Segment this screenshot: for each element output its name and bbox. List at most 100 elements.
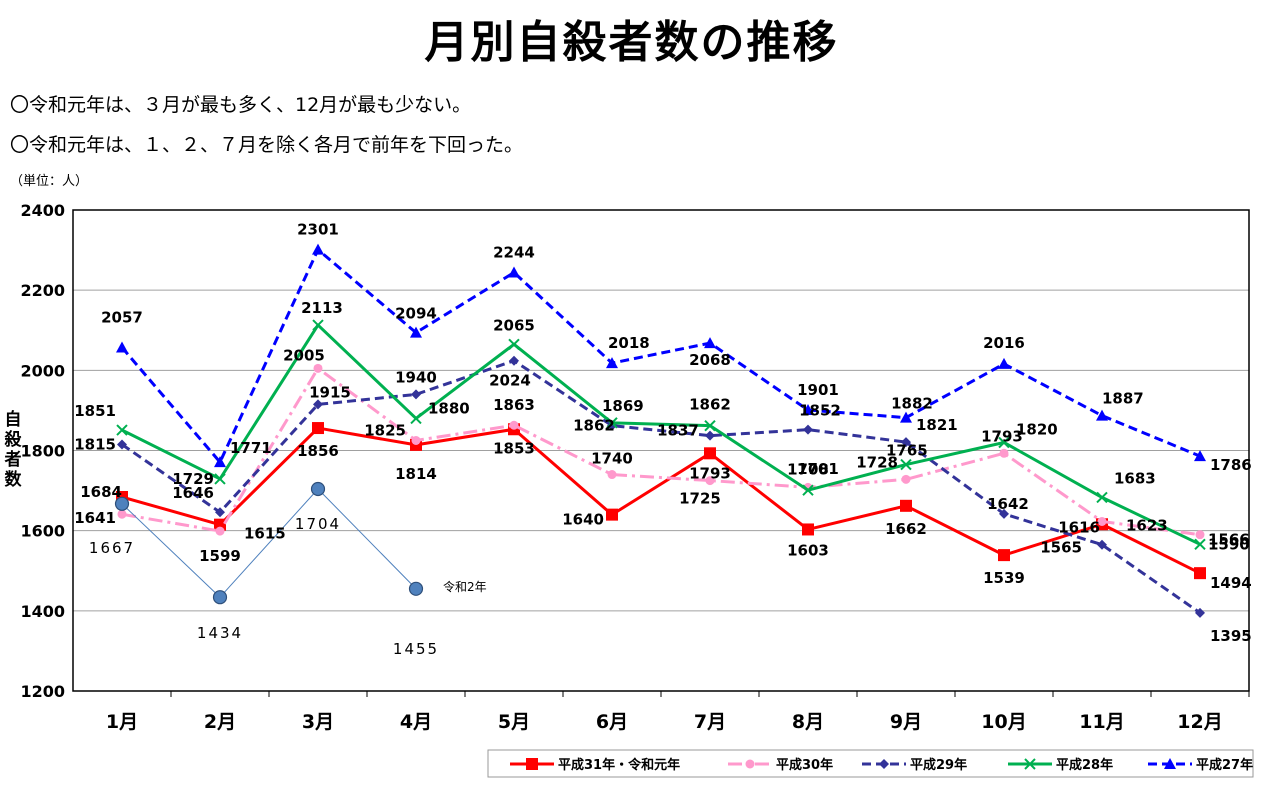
data-point (117, 509, 127, 519)
y-axis-label: 自殺者数 (4, 410, 22, 490)
data-label: 1434 (197, 624, 243, 642)
data-label: 2065 (493, 316, 535, 334)
data-point (117, 439, 127, 450)
data-label: 1539 (983, 569, 1025, 587)
series-inline-label: 令和2年 (443, 579, 487, 594)
y-tick-label: 1400 (20, 602, 65, 621)
data-label: 1862 (689, 396, 731, 414)
data-point (900, 499, 912, 512)
data-label: 1729 (172, 470, 214, 488)
data-point (509, 420, 519, 430)
data-label: 1793 (689, 464, 731, 482)
data-label: 1853 (493, 439, 535, 457)
data-point (998, 549, 1010, 562)
legend-label: 平成29年 (910, 757, 967, 773)
x-tick-label: 12月 (1177, 711, 1222, 733)
data-label: 2005 (283, 346, 325, 364)
x-tick-label: 4月 (400, 711, 432, 733)
data-label: 1623 (1126, 516, 1168, 534)
series-2 (117, 355, 1205, 618)
data-point (901, 437, 911, 448)
data-label: 1821 (916, 416, 958, 434)
data-label: 1590 (1208, 536, 1250, 554)
legend-label: 平成30年 (776, 757, 833, 773)
data-label: 1708 (787, 460, 829, 478)
data-point (310, 481, 326, 497)
data-point (509, 355, 519, 366)
x-tick-label: 5月 (498, 711, 530, 733)
data-point (745, 759, 755, 769)
data-point (606, 417, 618, 429)
y-tick-label: 2400 (20, 201, 65, 220)
data-label: 1740 (591, 450, 633, 468)
data-point (1024, 758, 1036, 770)
data-point (408, 581, 424, 596)
data-label: 1662 (885, 520, 927, 538)
series-4 (116, 243, 1206, 468)
data-label: 1852 (799, 402, 841, 420)
data-label: 1882 (891, 395, 933, 413)
x-tick-label: 8月 (792, 711, 824, 733)
legend: 平成31年・令和元年 平成30年 平成29年 平成28年 平成27年 (487, 749, 1254, 778)
data-label: 1641 (74, 509, 116, 527)
legend-label: 平成31年・令和元年 (558, 757, 680, 773)
data-label: 1825 (364, 421, 406, 439)
data-label: 1901 (797, 381, 839, 399)
data-label: 1701 (797, 460, 839, 478)
data-point (704, 447, 716, 460)
data-label: 1615 (244, 525, 286, 543)
data-point (607, 470, 617, 480)
data-label: 1814 (395, 465, 437, 483)
data-point (1194, 567, 1206, 580)
x-tick-label: 7月 (694, 711, 726, 733)
data-point (1194, 450, 1206, 462)
data-point (606, 357, 618, 369)
data-label: 1603 (787, 541, 829, 559)
data-point (526, 758, 538, 770)
data-label: 2016 (983, 334, 1025, 352)
data-point (1164, 758, 1176, 769)
data-point (900, 458, 912, 471)
x-tick-label: 10月 (981, 711, 1026, 733)
data-label: 2244 (493, 244, 535, 262)
unit-label: （単位：人） (10, 174, 89, 189)
data-label: 1725 (679, 490, 721, 508)
data-label: 1820 (1016, 420, 1058, 438)
data-point (606, 508, 618, 521)
data-label: 1616 (1058, 518, 1100, 536)
data-label: 2068 (689, 351, 731, 369)
x-tick-label: 1月 (106, 711, 138, 733)
data-label: 1728 (856, 453, 898, 471)
data-point (313, 399, 323, 410)
data-point (411, 435, 421, 445)
data-label: 1494 (1210, 574, 1252, 592)
data-label: 1915 (309, 383, 351, 401)
data-point (704, 419, 716, 432)
data-point (802, 484, 814, 496)
data-label: 1667 (89, 539, 135, 557)
y-tick-label: 1200 (20, 682, 65, 701)
data-point (312, 243, 324, 255)
data-point (802, 523, 814, 536)
data-point (999, 508, 1009, 519)
data-label: 1815 (74, 435, 116, 453)
data-label: 2018 (608, 334, 650, 352)
data-label: 1646 (172, 484, 214, 502)
x-tick-label: 3月 (302, 711, 334, 733)
series-line (121, 359, 1201, 615)
data-label: 1940 (395, 368, 437, 386)
data-label: 1642 (987, 495, 1029, 513)
data-label: 1786 (1210, 456, 1252, 474)
x-tick-label: 11月 (1079, 711, 1124, 733)
data-label: 1880 (428, 399, 470, 417)
series-5 (114, 481, 424, 605)
data-point (1097, 516, 1107, 526)
data-label: 1395 (1210, 627, 1252, 645)
y-tick-label: 1800 (20, 442, 65, 461)
data-point (215, 507, 225, 518)
data-point (901, 474, 911, 484)
data-point (704, 337, 716, 349)
data-point (212, 590, 228, 605)
y-tick-label: 1600 (20, 522, 65, 541)
